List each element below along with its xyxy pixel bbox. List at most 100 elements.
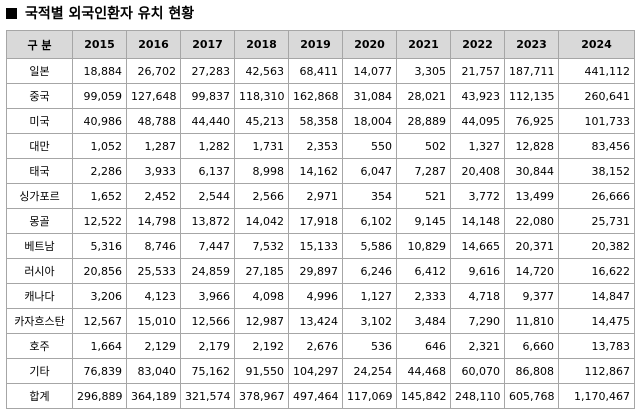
row-label: 싱가포르 xyxy=(6,183,73,209)
cell: 14,720 xyxy=(504,258,559,284)
cell: 6,660 xyxy=(504,333,559,359)
cell: 99,059 xyxy=(72,83,127,109)
cell: 14,847 xyxy=(558,283,635,309)
cell: 83,456 xyxy=(558,133,635,159)
cell: 2,566 xyxy=(234,183,289,209)
row-label: 일본 xyxy=(6,58,73,84)
cell: 104,297 xyxy=(288,358,343,384)
cell: 83,040 xyxy=(126,358,181,384)
cell: 10,829 xyxy=(396,233,451,259)
cell: 3,484 xyxy=(396,308,451,334)
cell: 521 xyxy=(396,183,451,209)
row-label: 합계 xyxy=(6,383,73,409)
cell: 14,798 xyxy=(126,208,181,234)
cell: 646 xyxy=(396,333,451,359)
cell: 13,783 xyxy=(558,333,635,359)
cell: 6,412 xyxy=(396,258,451,284)
cell: 14,148 xyxy=(450,208,505,234)
data-table: 구 분 2015 2016 2017 2018 2019 2020 2021 2022 2023 2… xyxy=(6,30,635,409)
header-cell: 2022 xyxy=(450,30,505,59)
cell: 43,923 xyxy=(450,83,505,109)
cell: 44,095 xyxy=(450,108,505,134)
cell: 5,316 xyxy=(72,233,127,259)
cell: 12,828 xyxy=(504,133,559,159)
cell: 45,213 xyxy=(234,108,289,134)
cell: 7,287 xyxy=(396,158,451,184)
cell: 2,286 xyxy=(72,158,127,184)
table-row: 호주 1,664 2,129 2,179 2,192 2,676 536 646 2,321 6,… xyxy=(6,333,635,359)
table-row: 베트남 5,316 8,746 7,447 7,532 15,133 5,586 10,829… xyxy=(6,233,635,259)
cell: 2,192 xyxy=(234,333,289,359)
cell: 605,768 xyxy=(504,383,559,409)
cell: 502 xyxy=(396,133,451,159)
row-label: 캐나다 xyxy=(6,283,73,309)
cell: 14,042 xyxy=(234,208,289,234)
cell: 30,844 xyxy=(504,158,559,184)
cell: 2,452 xyxy=(126,183,181,209)
cell: 68,411 xyxy=(288,58,343,84)
row-label: 대만 xyxy=(6,133,73,159)
cell: 91,550 xyxy=(234,358,289,384)
cell: 7,447 xyxy=(180,233,235,259)
cell: 4,996 xyxy=(288,283,343,309)
row-label: 미국 xyxy=(6,108,73,134)
cell: 13,872 xyxy=(180,208,235,234)
table-row: 싱가포르 1,652 2,452 2,544 2,566 2,971 354 521 3,772… xyxy=(6,183,635,209)
cell: 1,287 xyxy=(126,133,181,159)
cell: 20,382 xyxy=(558,233,635,259)
cell: 260,641 xyxy=(558,83,635,109)
title: 국적별 외국인환자 유치 현황 xyxy=(25,6,195,22)
cell: 99,837 xyxy=(180,83,235,109)
cell: 18,884 xyxy=(72,58,127,84)
cell: 3,772 xyxy=(450,183,505,209)
header-cell: 2024 xyxy=(558,30,635,59)
cell: 6,246 xyxy=(342,258,397,284)
cell: 17,918 xyxy=(288,208,343,234)
header-cell: 구 분 xyxy=(6,30,73,59)
cell: 6,047 xyxy=(342,158,397,184)
cell: 18,004 xyxy=(342,108,397,134)
cell: 1,052 xyxy=(72,133,127,159)
cell: 6,102 xyxy=(342,208,397,234)
row-label: 러시아 xyxy=(6,258,73,284)
cell: 7,532 xyxy=(234,233,289,259)
cell: 20,856 xyxy=(72,258,127,284)
cell: 4,098 xyxy=(234,283,289,309)
row-label: 카자흐스탄 xyxy=(6,308,73,334)
cell: 118,310 xyxy=(234,83,289,109)
cell: 26,666 xyxy=(558,183,635,209)
cell: 21,757 xyxy=(450,58,505,84)
cell: 101,733 xyxy=(558,108,635,134)
header-row: 구 분 2015 2016 2017 2018 2019 2020 2021 2022 2023 2… xyxy=(6,30,635,59)
cell: 27,185 xyxy=(234,258,289,284)
cell: 2,333 xyxy=(396,283,451,309)
cell: 28,889 xyxy=(396,108,451,134)
cell: 14,475 xyxy=(558,308,635,334)
header-cell: 2021 xyxy=(396,30,451,59)
table-row: 러시아 20,856 25,533 24,859 27,185 29,897 6,246 6,… xyxy=(6,258,635,284)
cell: 22,080 xyxy=(504,208,559,234)
cell: 2,971 xyxy=(288,183,343,209)
cell: 162,868 xyxy=(288,83,343,109)
cell: 3,933 xyxy=(126,158,181,184)
cell: 112,135 xyxy=(504,83,559,109)
cell: 536 xyxy=(342,333,397,359)
cell: 20,371 xyxy=(504,233,559,259)
cell: 550 xyxy=(342,133,397,159)
cell: 1,652 xyxy=(72,183,127,209)
cell: 2,544 xyxy=(180,183,235,209)
cell: 3,966 xyxy=(180,283,235,309)
row-label: 베트남 xyxy=(6,233,73,259)
cell: 44,468 xyxy=(396,358,451,384)
cell: 20,408 xyxy=(450,158,505,184)
cell: 1,170,467 xyxy=(558,383,635,409)
cell: 9,145 xyxy=(396,208,451,234)
cell: 15,133 xyxy=(288,233,343,259)
header-cell: 2019 xyxy=(288,30,343,59)
table-row: 카자흐스탄 12,567 15,010 12,566 12,987 13,424 3,102… xyxy=(6,308,635,334)
cell: 1,282 xyxy=(180,133,235,159)
cell: 1,664 xyxy=(72,333,127,359)
cell: 29,897 xyxy=(288,258,343,284)
cell: 14,162 xyxy=(288,158,343,184)
cell: 24,859 xyxy=(180,258,235,284)
